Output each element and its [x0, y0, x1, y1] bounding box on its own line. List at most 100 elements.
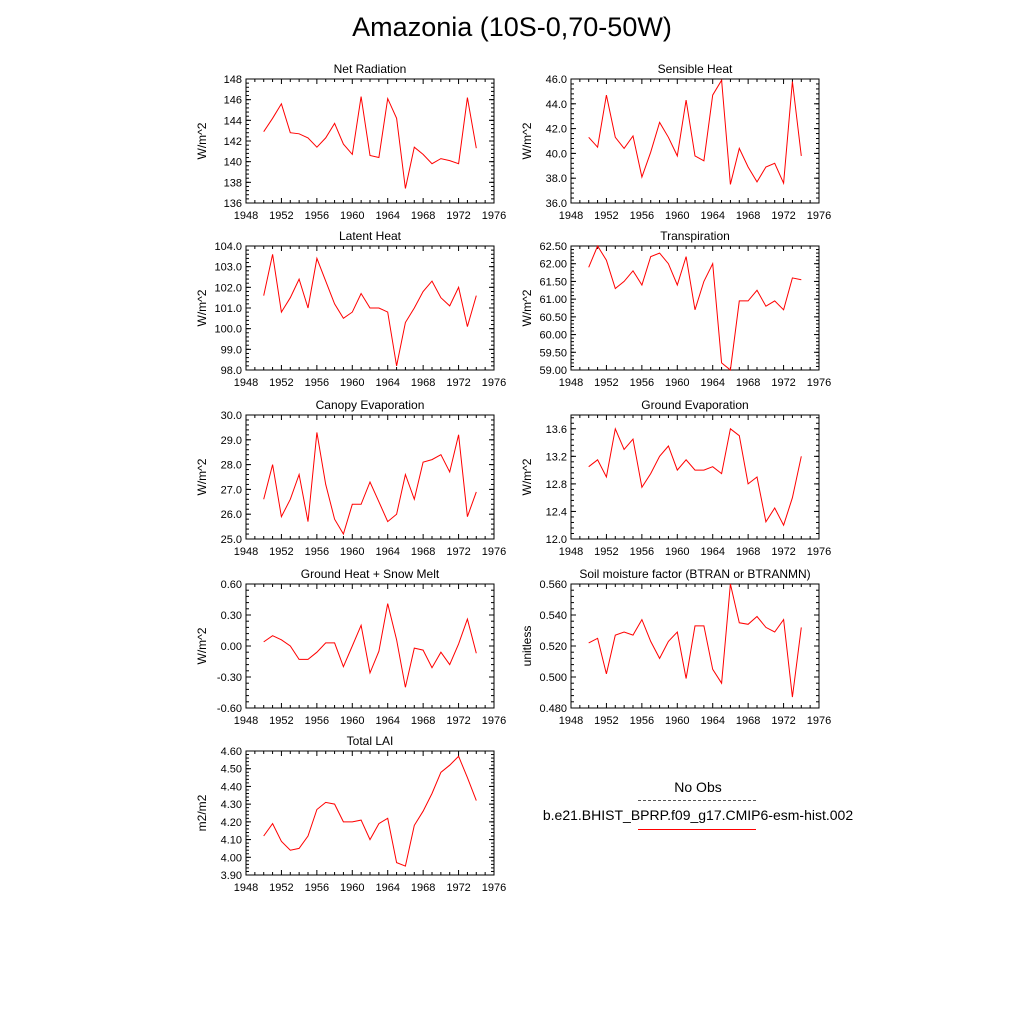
x-tick-label: 1976 — [482, 715, 506, 727]
y-tick-label: 13.2 — [546, 451, 567, 463]
x-tick-label: 1960 — [340, 546, 364, 558]
panel-title: Canopy Evaporation — [316, 398, 425, 412]
x-tick-label: 1956 — [630, 715, 654, 727]
x-tick-label: 1948 — [559, 546, 583, 558]
x-tick-label: 1956 — [305, 377, 329, 389]
y-tick-label: 26.0 — [221, 509, 242, 521]
y-tick-label: 46.0 — [546, 74, 567, 86]
plot-frame — [245, 78, 495, 204]
panel-9: Total LAI m2/m2 1948 1952 1956 1960 1964 1968 19… — [195, 734, 506, 894]
x-tick-label: 1948 — [234, 882, 258, 894]
y-tick-label: 62.50 — [539, 241, 567, 253]
x-tick-label: 1964 — [700, 546, 724, 558]
x-tick-label: 1976 — [482, 377, 506, 389]
x-tick-label: 1964 — [700, 210, 724, 222]
x-tick-label: 1952 — [269, 546, 293, 558]
plot-frame — [245, 750, 495, 876]
panel-7: Ground Heat + Snow Melt W/m^2 1948 1952 1956… — [195, 567, 506, 727]
x-tick-label: 1964 — [375, 377, 399, 389]
y-tick-label: 4.30 — [221, 799, 242, 811]
y-tick-label: 59.00 — [539, 365, 567, 377]
y-tick-label: 101.0 — [214, 303, 242, 315]
x-tick-label: 1952 — [269, 377, 293, 389]
y-tick-label: 0.500 — [539, 672, 567, 684]
y-tick-label: 146 — [224, 95, 242, 107]
series-line — [263, 432, 477, 536]
x-tick-label: 1952 — [594, 377, 618, 389]
x-tick-label: 1952 — [594, 546, 618, 558]
x-tick-label: 1960 — [340, 715, 364, 727]
x-tick-label: 1956 — [305, 882, 329, 894]
panel-3: Latent Heat W/m^2 1948 1952 1956 1960 1964 1968… — [195, 229, 506, 389]
x-tick-label: 1960 — [340, 210, 364, 222]
panel-4: Transpiration W/m^2 1948 1952 1956 1960 1964 19… — [520, 229, 831, 389]
x-tick-label: 1952 — [269, 882, 293, 894]
panel-title: Latent Heat — [339, 229, 402, 243]
y-tick-label: 0.60 — [221, 579, 242, 591]
y-tick-label: 12.8 — [546, 479, 567, 491]
x-tick-label: 1964 — [375, 882, 399, 894]
panel-2: Sensible Heat W/m^2 1948 1952 1956 1960 1964 19… — [520, 62, 831, 222]
series-line — [588, 244, 802, 371]
y-tick-label: -0.60 — [217, 703, 242, 715]
x-tick-label: 1976 — [482, 882, 506, 894]
panel-title: Ground Heat + Snow Melt — [301, 567, 440, 581]
x-tick-label: 1952 — [269, 210, 293, 222]
x-tick-label: 1956 — [305, 546, 329, 558]
y-tick-label: 25.0 — [221, 534, 242, 546]
x-tick-label: 1968 — [736, 546, 760, 558]
y-tick-label: 98.0 — [221, 365, 242, 377]
y-tick-label: -0.30 — [217, 672, 242, 684]
x-tick-label: 1960 — [665, 377, 689, 389]
x-tick-label: 1960 — [665, 210, 689, 222]
y-tick-label: 29.0 — [221, 435, 242, 447]
panel-8: Soil moisture factor (BTRAN or BTRANMN) u… — [520, 567, 831, 727]
panel-title: Ground Evaporation — [641, 398, 748, 412]
x-tick-label: 1956 — [630, 377, 654, 389]
x-tick-label: 1956 — [305, 715, 329, 727]
y-tick-label: 136 — [224, 198, 242, 210]
series-line — [588, 583, 802, 698]
x-tick-label: 1964 — [375, 210, 399, 222]
legend-obs-line — [638, 800, 756, 801]
y-tick-label: 102.0 — [214, 282, 242, 294]
x-tick-label: 1960 — [665, 546, 689, 558]
x-tick-label: 1968 — [411, 715, 435, 727]
x-tick-label: 1968 — [736, 377, 760, 389]
y-tick-label: 30.0 — [221, 410, 242, 422]
y-axis-label: W/m^2 — [520, 458, 534, 495]
x-tick-label: 1972 — [771, 546, 795, 558]
y-tick-label: 12.0 — [546, 534, 567, 546]
panel-title: Sensible Heat — [658, 62, 733, 76]
x-tick-label: 1964 — [700, 377, 724, 389]
x-tick-label: 1968 — [736, 210, 760, 222]
y-tick-label: 4.20 — [221, 817, 242, 829]
x-tick-label: 1948 — [559, 377, 583, 389]
panel-title: Total LAI — [347, 734, 394, 748]
y-axis-label: W/m^2 — [195, 627, 209, 664]
legend-model-label: b.e21.BHIST_BPRP.f09_g17.CMIP6-esm-hist.… — [542, 807, 854, 823]
x-tick-label: 1952 — [269, 715, 293, 727]
x-tick-label: 1972 — [446, 210, 470, 222]
legend-obs-label: No Obs — [674, 779, 722, 795]
x-tick-label: 1948 — [559, 210, 583, 222]
x-tick-label: 1976 — [807, 715, 831, 727]
panel-5: Canopy Evaporation W/m^2 1948 1952 1956 1960 1… — [195, 398, 506, 558]
y-tick-label: 99.0 — [221, 344, 242, 356]
y-tick-label: 144 — [224, 115, 242, 127]
y-tick-label: 4.00 — [221, 852, 242, 864]
x-tick-label: 1972 — [771, 210, 795, 222]
x-tick-label: 1976 — [482, 546, 506, 558]
plot-frame — [245, 583, 495, 709]
x-tick-label: 1968 — [411, 210, 435, 222]
panel-title: Soil moisture factor (BTRAN or BTRANMN) — [579, 567, 810, 581]
y-tick-label: 44.0 — [546, 99, 567, 111]
y-axis-label: unitless — [520, 626, 534, 667]
plot-frame — [570, 583, 820, 709]
x-tick-label: 1956 — [630, 210, 654, 222]
x-tick-label: 1964 — [375, 546, 399, 558]
y-tick-label: 0.00 — [221, 641, 242, 653]
plot-frame — [245, 414, 495, 540]
series-line — [263, 96, 477, 189]
